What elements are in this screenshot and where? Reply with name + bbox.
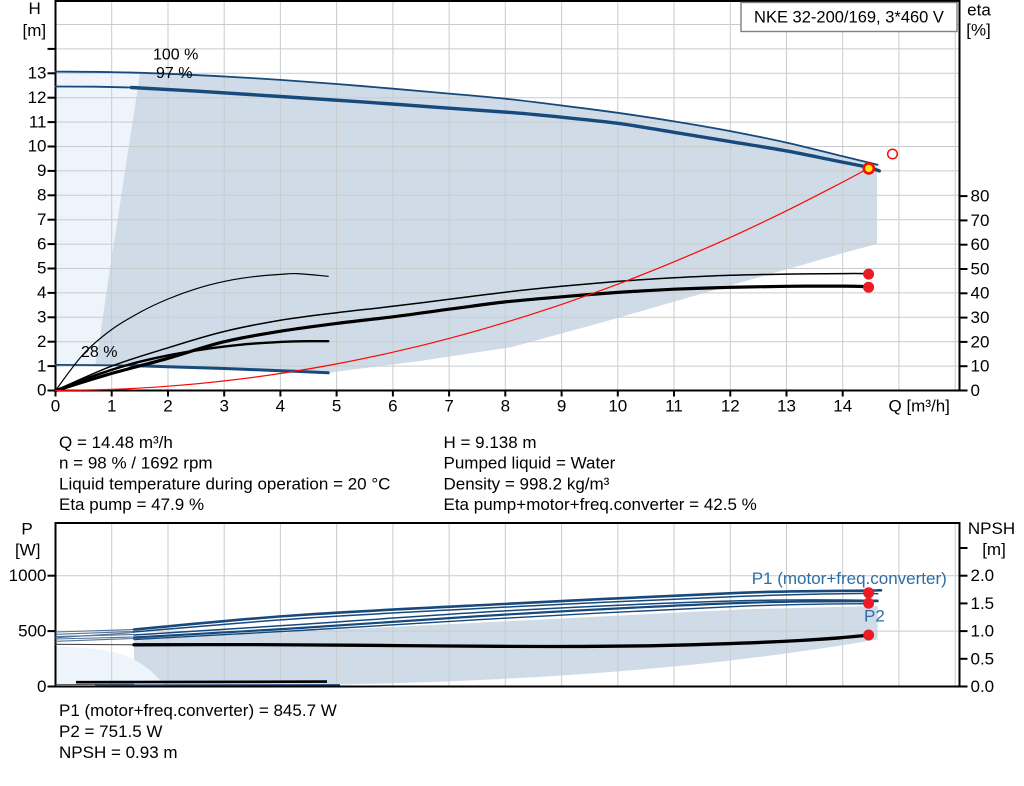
svg-text:10: 10 [608, 397, 627, 416]
svg-text:14: 14 [833, 397, 852, 416]
svg-text:30: 30 [971, 308, 990, 327]
svg-text:60: 60 [971, 235, 990, 254]
svg-text:10: 10 [28, 137, 47, 156]
svg-text:8: 8 [37, 186, 46, 205]
svg-text:6: 6 [388, 397, 397, 416]
svg-text:1.5: 1.5 [971, 594, 995, 613]
svg-text:5: 5 [332, 397, 341, 416]
svg-text:1.0: 1.0 [971, 622, 995, 641]
svg-text:0.5: 0.5 [971, 649, 995, 668]
svg-text:P1 (motor+freq.converter) = 84: P1 (motor+freq.converter) = 845.7 W [59, 701, 337, 720]
svg-text:Eta pump+motor+freq.converter: Eta pump+motor+freq.converter = 42.5 % [444, 495, 757, 514]
svg-text:20: 20 [971, 332, 990, 351]
svg-text:80: 80 [971, 187, 990, 206]
svg-text:3: 3 [219, 397, 228, 416]
svg-text:0: 0 [37, 677, 46, 696]
svg-text:6: 6 [37, 234, 46, 253]
svg-text:[W]: [W] [15, 540, 41, 559]
svg-text:H: H [29, 0, 41, 18]
svg-text:n = 98 % / 1692 rpm: n = 98 % / 1692 rpm [59, 454, 213, 473]
svg-text:70: 70 [971, 211, 990, 230]
svg-text:4: 4 [37, 283, 46, 302]
svg-text:13: 13 [777, 397, 796, 416]
svg-text:9: 9 [557, 397, 566, 416]
svg-text:P: P [21, 519, 32, 538]
svg-text:0: 0 [971, 381, 980, 400]
svg-text:13: 13 [28, 64, 47, 83]
svg-text:12: 12 [28, 88, 47, 107]
svg-text:9: 9 [37, 161, 46, 180]
svg-text:28 %: 28 % [81, 344, 117, 361]
svg-text:4: 4 [276, 397, 285, 416]
svg-text:H = 9.138 m: H = 9.138 m [444, 433, 537, 452]
svg-text:[%]: [%] [966, 20, 991, 39]
svg-text:2: 2 [163, 397, 172, 416]
svg-text:2: 2 [37, 332, 46, 351]
svg-text:1: 1 [107, 397, 116, 416]
svg-text:8: 8 [501, 397, 510, 416]
svg-text:11: 11 [29, 112, 47, 131]
svg-text:Q = 14.48 m³/h: Q = 14.48 m³/h [59, 433, 173, 452]
svg-text:NPSH: NPSH [968, 519, 1015, 538]
svg-text:0: 0 [37, 381, 46, 400]
svg-text:7: 7 [37, 210, 46, 229]
svg-text:1: 1 [37, 356, 46, 375]
svg-text:11: 11 [665, 397, 683, 416]
svg-text:2.0: 2.0 [971, 566, 995, 585]
svg-text:5: 5 [37, 259, 46, 278]
svg-text:3: 3 [37, 308, 46, 327]
svg-text:0: 0 [51, 397, 60, 416]
svg-text:40: 40 [971, 284, 990, 303]
svg-text:P2 = 751.5 W: P2 = 751.5 W [59, 722, 162, 741]
svg-text:[m]: [m] [22, 21, 46, 40]
svg-text:1000: 1000 [9, 566, 47, 585]
svg-text:NKE 32-200/169, 3*460 V: NKE 32-200/169, 3*460 V [754, 9, 944, 27]
svg-text:10: 10 [971, 357, 990, 376]
svg-text:Pumped liquid = Water: Pumped liquid = Water [444, 454, 616, 473]
svg-text:Q [m³/h]: Q [m³/h] [889, 397, 950, 416]
svg-text:NPSH = 0.93 m: NPSH = 0.93 m [59, 743, 178, 762]
svg-text:12: 12 [721, 397, 740, 416]
svg-text:Liquid temperature during oper: Liquid temperature during operation = 20… [59, 474, 390, 493]
svg-text:500: 500 [18, 621, 46, 640]
svg-text:50: 50 [971, 259, 990, 278]
svg-text:100 %: 100 % [153, 47, 198, 64]
svg-text:P2: P2 [864, 607, 885, 626]
svg-text:7: 7 [444, 397, 453, 416]
svg-text:Eta pump = 47.9 %: Eta pump = 47.9 % [59, 495, 204, 514]
svg-text:eta: eta [967, 0, 991, 19]
svg-text:P1 (motor+freq.converter): P1 (motor+freq.converter) [752, 569, 947, 588]
svg-text:Density = 998.2 kg/m³: Density = 998.2 kg/m³ [444, 474, 610, 493]
svg-text:97 %: 97 % [156, 65, 192, 82]
svg-text:0.0: 0.0 [971, 677, 995, 696]
svg-text:[m]: [m] [982, 540, 1006, 559]
